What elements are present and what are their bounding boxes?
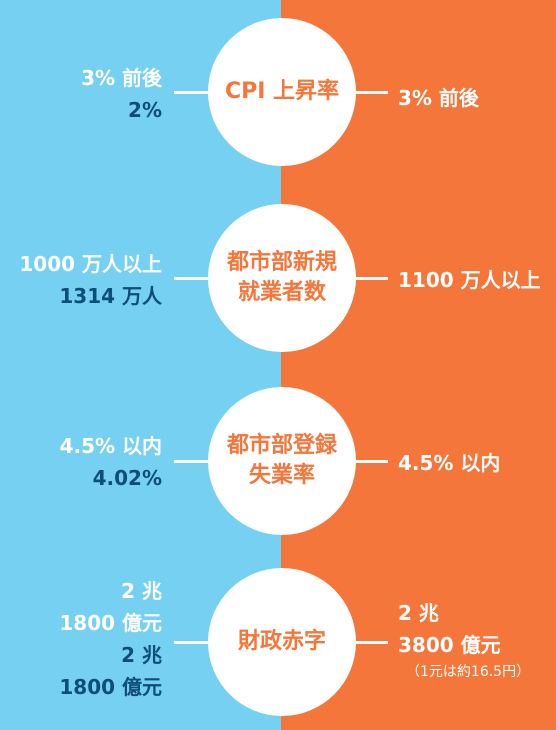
connector-right [352, 277, 388, 280]
indicator-label: 都市部新規 [226, 250, 337, 275]
connector-right [352, 91, 388, 94]
left-actual-value: 1314 万人 [59, 284, 162, 308]
left-target-value: 1800 億元 [59, 611, 162, 635]
indicator-circle-deficit: 財政赤字 [208, 568, 356, 716]
indicator-label: CPI 上昇率 [224, 79, 340, 104]
right-values-employment: 1100 万人以上 [398, 264, 541, 296]
indicator-label: 財政赤字 [237, 629, 326, 654]
indicator-circle-unemployment: 都市部登録 失業率 [208, 387, 356, 535]
indicator-circle-employment: 都市部新規 就業者数 [208, 204, 356, 352]
left-target-value: 3% 前後 [81, 66, 162, 90]
left-actual-value: 2% [128, 98, 162, 122]
left-target-value: 1000 万人以上 [19, 252, 162, 276]
connector-left [174, 91, 214, 94]
right-values-deficit: 2 兆 3800 億元 （1元は約16.5円） [398, 597, 530, 683]
connector-left [174, 641, 214, 644]
left-target-value: 4.5% 以内 [59, 434, 162, 458]
connector-left [174, 277, 214, 280]
right-target-value: 1100 万人以上 [398, 268, 541, 292]
indicator-label: 就業者数 [237, 280, 326, 305]
indicator-label: 失業率 [248, 463, 315, 488]
left-values-unemployment: 4.5% 以内 4.02% [60, 430, 162, 494]
left-target-value: 2 兆 [121, 579, 162, 603]
connector-right [352, 460, 388, 463]
right-target-value: 3800 億元 [398, 633, 501, 657]
right-target-value: 4.5% 以内 [398, 451, 501, 475]
right-target-value: 3% 前後 [398, 86, 479, 110]
exchange-rate-note: （1元は約16.5円） [406, 664, 531, 680]
left-values-cpi: 3% 前後 2% [81, 62, 162, 126]
right-target-value: 2 兆 [398, 601, 439, 625]
indicator-circle-cpi: CPI 上昇率 [208, 18, 356, 166]
left-values-deficit: 2 兆 1800 億元 2 兆 1800 億元 [59, 575, 162, 703]
right-values-cpi: 3% 前後 [398, 82, 479, 114]
indicator-label: 都市部登録 [226, 433, 337, 458]
left-actual-value: 4.02% [92, 466, 162, 490]
left-actual-value: 1800 億元 [59, 675, 162, 699]
connector-right [352, 641, 388, 644]
connector-left [174, 460, 214, 463]
left-values-employment: 1000 万人以上 1314 万人 [19, 248, 162, 312]
right-values-unemployment: 4.5% 以内 [398, 447, 500, 479]
left-actual-value: 2 兆 [121, 643, 162, 667]
